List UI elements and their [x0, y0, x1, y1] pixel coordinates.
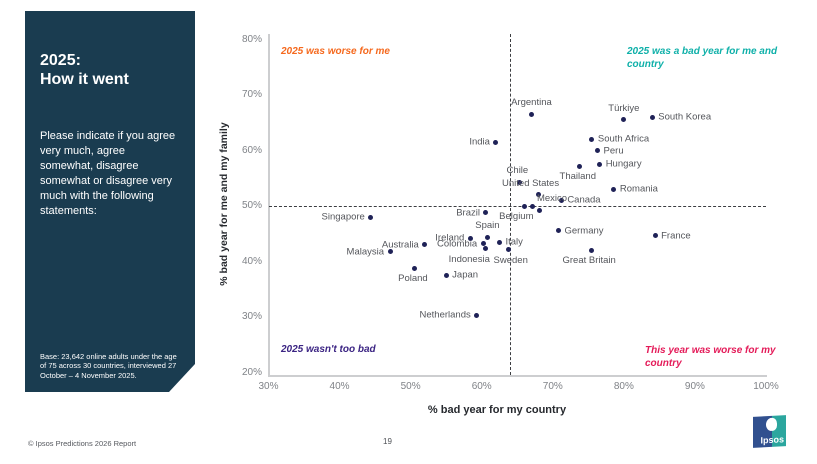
- y-tick-label: 80%: [241, 33, 262, 45]
- data-point: [483, 210, 489, 216]
- data-point: [621, 117, 627, 123]
- data-point: [649, 114, 655, 120]
- y-tick-label: 30%: [241, 311, 262, 322]
- x-tick-label: 50%: [400, 381, 421, 392]
- data-point: [474, 312, 480, 318]
- quadrant-label-br: This year was worse for my country: [645, 345, 776, 369]
- data-point-label: United States: [502, 177, 560, 189]
- data-point: [443, 272, 449, 278]
- average-crosshair-horizontal: [269, 206, 766, 207]
- ipsos-logo: Ipsos: [753, 415, 786, 448]
- data-point: [537, 207, 543, 213]
- data-point-label: India: [469, 136, 490, 148]
- data-point: [496, 239, 502, 245]
- data-point-label: Peru: [603, 144, 624, 156]
- data-point: [484, 234, 490, 240]
- x-tick-label: 100%: [753, 381, 779, 392]
- data-point-label: Türkiye: [608, 102, 640, 114]
- data-point-label: Romania: [619, 183, 658, 195]
- data-point-label: Spain: [475, 220, 500, 232]
- data-point: [506, 247, 512, 253]
- data-point: [611, 186, 617, 192]
- ipsos-logo-text: Ipsos: [760, 434, 784, 446]
- page-number: 19: [383, 437, 392, 446]
- data-point: [555, 228, 561, 234]
- average-crosshair-vertical: [510, 34, 512, 375]
- data-point: [467, 235, 473, 241]
- data-point-label: France: [661, 230, 691, 242]
- data-point: [387, 249, 393, 254]
- y-axis-line: [268, 34, 270, 376]
- data-point: [482, 246, 488, 252]
- page-title: 2025: How it went: [40, 52, 129, 88]
- data-point-label: Thailand: [559, 171, 597, 183]
- ipsos-logo-head-icon: [766, 417, 777, 432]
- x-tick-label: 80%: [613, 381, 634, 392]
- data-point-label: South Africa: [597, 133, 650, 145]
- data-point: [480, 241, 486, 247]
- data-point-label: Germany: [564, 225, 604, 237]
- data-point: [588, 247, 594, 253]
- data-point-label: Ireland: [435, 232, 465, 244]
- data-point-label: South Korea: [658, 111, 712, 123]
- question-text: Please indicate if you agree very much, …: [40, 130, 176, 217]
- data-point: [577, 163, 583, 169]
- data-point-label: Indonesia: [448, 253, 490, 265]
- data-point-label: Canada: [567, 194, 601, 206]
- data-point: [521, 203, 527, 209]
- x-axis-title: % bad year for my country: [427, 404, 567, 416]
- quadrant-label-tl: 2025 was worse for me: [281, 46, 390, 57]
- x-axis-line: [268, 375, 767, 377]
- data-point: [597, 161, 603, 167]
- data-point: [652, 233, 658, 239]
- data-point-label: Netherlands: [419, 309, 471, 321]
- data-point: [493, 139, 499, 145]
- data-point-label: Belgium: [499, 211, 534, 222]
- x-tick-label: 70%: [542, 381, 563, 392]
- data-point: [422, 242, 428, 248]
- base-note: Base: 23,642 online adults under the age…: [40, 351, 177, 380]
- data-point: [589, 136, 595, 142]
- data-point: [595, 148, 601, 153]
- data-point: [530, 203, 536, 209]
- data-point: [516, 179, 522, 185]
- data-point-label: Italy: [505, 236, 523, 248]
- data-point: [558, 197, 564, 203]
- sidebar-panel: 2025: How it went Please indicate if you…: [25, 11, 195, 392]
- data-point-label: Argentina: [511, 97, 552, 109]
- data-point-label: Singapore: [321, 211, 365, 223]
- data-point-label: Sweden: [493, 254, 528, 266]
- quadrant-label-bl: 2025 wasn't too bad: [281, 344, 376, 355]
- data-point-label: Hungary: [605, 158, 642, 170]
- data-point-label: Australia: [381, 239, 419, 251]
- y-tick-label: 20%: [241, 366, 262, 378]
- x-tick-label: 60%: [471, 381, 492, 392]
- data-point-label: Mexico: [536, 193, 568, 205]
- data-point-label: Brazil: [456, 206, 480, 218]
- data-point: [412, 265, 418, 271]
- data-point-label: Japan: [452, 269, 479, 281]
- y-tick-label: 50%: [241, 200, 262, 211]
- data-point-label: Great Britain: [562, 255, 616, 267]
- data-point-label: Malaysia: [346, 245, 385, 257]
- y-tick-label: 60%: [241, 144, 262, 156]
- quadrant-label-tr: 2025 was a bad year for me and country: [627, 46, 778, 70]
- data-point-label: Chile: [506, 165, 529, 177]
- data-point: [528, 111, 534, 117]
- data-point: [368, 214, 374, 220]
- y-tick-label: 40%: [241, 255, 262, 267]
- data-point: [536, 192, 542, 198]
- copyright-text: © Ipsos Predictions 2026 Report: [28, 439, 137, 448]
- data-point-label: Colombia: [436, 238, 478, 250]
- x-tick-label: 90%: [684, 381, 705, 392]
- x-tick-label: 30%: [258, 381, 279, 392]
- x-tick-label: 40%: [329, 381, 350, 392]
- y-tick-label: 70%: [241, 89, 262, 100]
- data-point-label: Poland: [398, 273, 428, 285]
